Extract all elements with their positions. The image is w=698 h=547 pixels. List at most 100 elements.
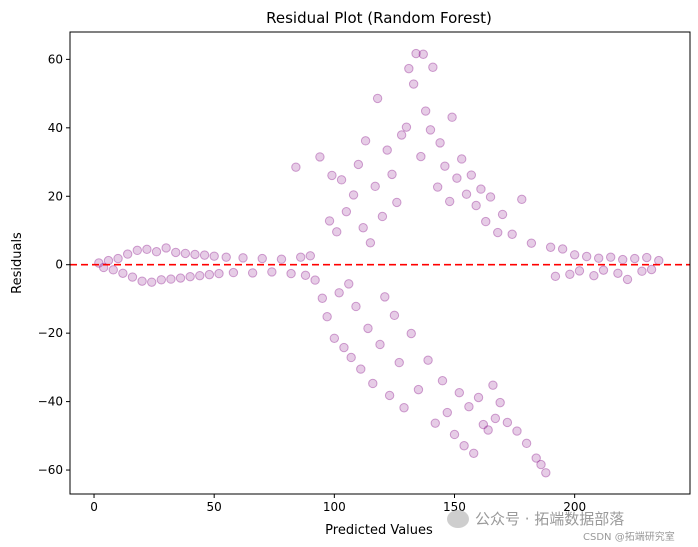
y-tick-label: 40	[48, 121, 63, 135]
scatter-point	[370, 181, 380, 192]
scatter-point	[305, 251, 316, 261]
scatter-point	[365, 238, 376, 248]
scatter-point	[171, 247, 181, 258]
scatter-point	[396, 130, 407, 140]
scatter-point	[495, 397, 505, 408]
scatter-point	[317, 293, 328, 303]
scatter-point	[118, 268, 128, 278]
scatter-point	[476, 184, 486, 194]
scatter-point	[517, 194, 527, 205]
scatter-point	[204, 269, 215, 280]
y-axis-label: Residuals	[10, 232, 25, 294]
x-axis-label: Predicted Values	[325, 523, 433, 538]
scatter-point	[147, 277, 157, 287]
scatter-point	[536, 459, 546, 470]
y-tick-label: 60	[48, 52, 63, 66]
scatter-point	[432, 182, 443, 192]
scatter-point	[363, 323, 373, 334]
scatter-point	[605, 252, 616, 262]
scatter-point	[502, 417, 513, 428]
scatter-point	[387, 169, 397, 180]
scatter-point	[452, 173, 462, 183]
scatter-point	[372, 93, 383, 104]
scatter-point	[589, 270, 599, 281]
scatter-point	[247, 268, 258, 278]
scatter-point	[411, 48, 421, 59]
scatter-point	[447, 112, 457, 122]
scatter-point	[267, 267, 277, 277]
watermark: 公众号 · 拓端数据部落	[447, 508, 624, 529]
scatter-point	[512, 426, 522, 436]
scatter-point	[368, 378, 378, 389]
scatter-point	[416, 151, 426, 162]
x-tick-label: 100	[323, 500, 346, 514]
scatter-point	[459, 441, 469, 451]
scatter-point	[493, 227, 503, 238]
scatter-point	[384, 390, 395, 401]
scatter-point	[199, 250, 210, 260]
scatter-point	[521, 438, 532, 449]
y-tick-label: 0	[55, 258, 63, 272]
scatter-point	[646, 264, 657, 275]
scatter-point	[295, 252, 306, 262]
scatter-point	[382, 145, 392, 155]
scatter-point	[113, 253, 123, 264]
scatter-point	[488, 380, 498, 390]
scatter-point	[406, 328, 416, 339]
scatter-point	[490, 413, 501, 424]
scatter-point	[322, 312, 332, 322]
scatter-point	[209, 251, 219, 261]
scatter-point	[531, 453, 541, 463]
scatter-point	[276, 254, 287, 264]
scatter-point	[630, 253, 640, 264]
scatter-point	[425, 125, 436, 135]
scatter-point	[430, 418, 440, 428]
plot-frame	[69, 31, 691, 495]
scatter-point	[344, 279, 354, 289]
scatter-point	[593, 253, 604, 263]
x-tick-label: 50	[207, 500, 222, 514]
scatter-point	[351, 301, 361, 312]
scatter-point	[471, 200, 481, 211]
wechat-icon	[447, 509, 469, 528]
scatter-point	[286, 268, 296, 279]
scatter-point	[613, 268, 623, 278]
scatter-point	[565, 269, 575, 279]
scatter-point	[392, 197, 402, 208]
scatter-point	[329, 333, 340, 343]
scatter-point	[423, 355, 433, 365]
scatter-point	[418, 49, 428, 59]
scatter-point	[103, 255, 114, 266]
scatter-point	[238, 253, 248, 263]
x-tick-label: 200	[563, 500, 586, 514]
scatter-point	[435, 138, 445, 148]
scatter-point	[442, 407, 452, 418]
scatter-point	[161, 243, 171, 253]
scatter-point	[315, 152, 325, 162]
x-tick-label: 0	[90, 500, 98, 514]
scatter-point	[339, 342, 349, 353]
scatter-point	[457, 154, 467, 164]
scatter-point	[541, 468, 551, 478]
scatter-point	[574, 266, 585, 276]
scatter-point	[642, 252, 652, 263]
scatter-point	[291, 162, 301, 172]
scatter-point	[413, 384, 424, 395]
scatter-point	[175, 273, 186, 283]
scatter-point	[358, 223, 368, 233]
scatter-point	[449, 429, 460, 440]
y-tick-label: 20	[48, 189, 63, 203]
scatter-point	[214, 268, 224, 279]
watermark-credit: CSDN @拓端研究室	[583, 532, 675, 543]
scatter-point	[156, 275, 167, 285]
scatter-point	[389, 310, 400, 321]
chart-title: Residual Plot (Random Forest)	[266, 9, 492, 27]
scatter-point	[404, 63, 414, 74]
scatter-point	[137, 276, 147, 286]
y-tick-label: −40	[38, 395, 63, 409]
scatter-point	[185, 271, 195, 282]
y-tick-label: −60	[38, 463, 63, 477]
scatter-point	[598, 265, 609, 275]
scatter-point	[420, 106, 431, 116]
scatter-point	[654, 255, 664, 266]
